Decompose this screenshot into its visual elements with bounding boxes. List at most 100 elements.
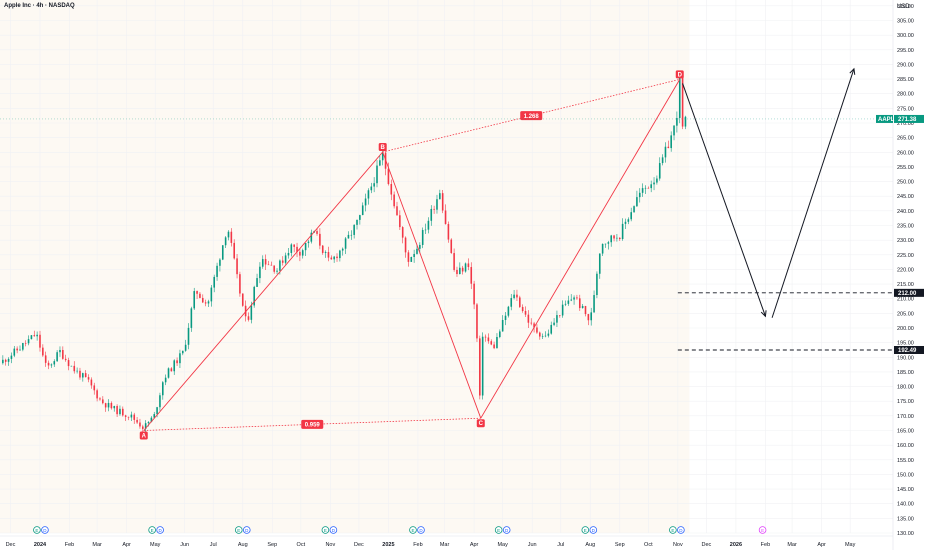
candle-body — [396, 206, 398, 216]
candle-body — [27, 339, 30, 344]
candle — [413, 249, 415, 263]
candle — [573, 295, 575, 305]
candle-body — [270, 264, 273, 266]
candle — [84, 370, 87, 378]
candle-body — [593, 295, 595, 313]
y-tick-label: 200.00 — [897, 326, 914, 332]
event-marker-icon — [234, 526, 243, 534]
candle — [201, 294, 204, 304]
candle-body — [190, 308, 193, 328]
event-marker-letter: E — [671, 528, 674, 533]
candle-body — [179, 353, 181, 364]
y-tick-label: 155.00 — [897, 458, 914, 464]
event-marker-letter: D — [679, 528, 683, 533]
y-tick-label: 140.00 — [897, 502, 914, 508]
candle-body — [244, 305, 247, 317]
candle — [22, 342, 24, 352]
candle — [144, 420, 147, 433]
candle — [93, 382, 96, 395]
x-tick-label: Mar — [440, 542, 450, 548]
candle-body — [281, 260, 284, 263]
candle-body — [407, 252, 410, 262]
candle-body — [90, 379, 93, 386]
event-marker-icon — [494, 526, 503, 534]
candle — [638, 188, 641, 203]
candle — [199, 292, 201, 299]
candle — [59, 346, 61, 357]
candle — [27, 335, 30, 346]
candle-body — [276, 270, 278, 272]
candle — [307, 239, 310, 248]
candle-body — [122, 408, 124, 416]
harmonic-pattern: 0.959 1.268 A B C D — [139, 70, 684, 440]
candle — [636, 190, 638, 208]
candle-body — [210, 287, 213, 302]
y-tick-label: 235.00 — [897, 224, 914, 230]
candle-body — [364, 198, 367, 206]
pattern-leg — [480, 79, 681, 419]
candle — [176, 357, 178, 367]
pattern-leg — [382, 151, 482, 419]
candle — [430, 205, 433, 226]
candle-body — [173, 360, 176, 372]
candle-body — [481, 336, 484, 396]
y-tick-label: 190.00 — [897, 355, 914, 361]
candle-body — [558, 315, 561, 316]
ratio-label-box — [520, 111, 543, 121]
candle-body — [241, 293, 244, 306]
candle — [87, 374, 90, 383]
candle — [133, 412, 136, 424]
candle-body — [501, 319, 504, 332]
candle-body — [130, 414, 133, 418]
current-price-tag-symbol: AAPL — [878, 117, 895, 123]
candle-body — [47, 362, 50, 366]
candle — [36, 331, 38, 341]
candle-body — [321, 245, 324, 253]
candle — [578, 294, 581, 311]
y-tick-label: 230.00 — [897, 238, 914, 244]
y-tick-label: 165.00 — [897, 429, 914, 435]
candle — [499, 329, 501, 339]
candle-body — [578, 298, 581, 309]
candle-body — [487, 337, 490, 342]
candle — [459, 262, 461, 275]
candle — [616, 233, 618, 242]
y-tick-label: 175.00 — [897, 399, 914, 405]
candle-body — [279, 260, 281, 271]
candle-body — [673, 125, 675, 136]
candle — [216, 262, 218, 281]
event-marker-letter: D — [505, 528, 509, 533]
candle-body — [616, 237, 618, 239]
x-tick-label: Feb — [65, 542, 74, 548]
current-price-tag-symbol-box — [876, 114, 893, 123]
candle-body — [473, 283, 475, 305]
candle-body — [76, 370, 78, 372]
grid-lines — [0, 0, 893, 534]
candle-body — [470, 267, 473, 284]
candle — [47, 360, 50, 370]
candle-body — [661, 157, 664, 164]
candle — [653, 177, 655, 191]
candle-body — [564, 303, 567, 305]
candle-body — [170, 368, 173, 372]
candle-body — [236, 258, 238, 275]
candle-body — [247, 316, 250, 320]
candle — [82, 372, 84, 382]
candle — [587, 313, 590, 326]
candle — [376, 160, 378, 188]
x-tick-label: Jul — [557, 542, 564, 548]
candle-body — [596, 273, 598, 296]
candle-body — [361, 205, 364, 216]
candle — [613, 234, 615, 242]
ratio-label-text: 0.959 — [305, 422, 321, 428]
candle — [558, 315, 561, 318]
candle — [184, 339, 187, 352]
candle — [227, 230, 230, 241]
candle — [681, 77, 684, 130]
y-axis: 130.00 135.00 140.00 145.00 150.00 155.00 160.… — [892, 0, 914, 550]
candle — [524, 306, 527, 318]
